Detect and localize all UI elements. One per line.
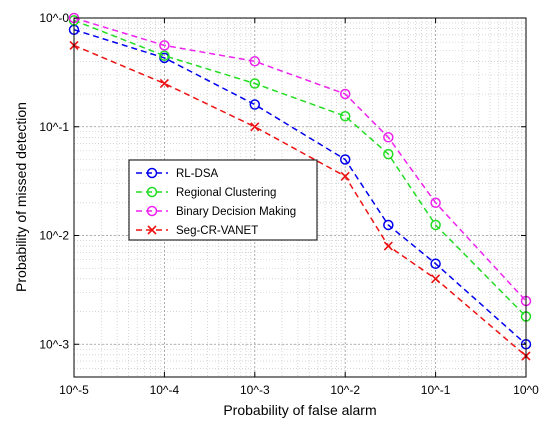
- data-point-seg-cr-vanet: [431, 274, 441, 284]
- marker-stroke: [431, 274, 441, 284]
- data-point-seg-cr-vanet: [250, 122, 260, 132]
- marker-stroke: [147, 225, 157, 235]
- data-point-seg-cr-vanet: [159, 78, 169, 89]
- data-point-binary-decision-making: [430, 197, 441, 209]
- x-tick-label: 10^-4: [150, 383, 180, 397]
- marker-stroke: [250, 122, 260, 132]
- data-point-rl-dsa: [383, 219, 394, 231]
- legend-label-rl-dsa: RL-DSA: [176, 168, 219, 180]
- tick-layer: 10^-5 10^-4 10^-3 10^-2 10^-1 10^0 10^-3 10^-2 1…: [39, 11, 539, 397]
- legend: RL-DSA Regional Clustering Binary Decision…: [128, 159, 318, 241]
- legend-marker-binary-decision-making: [146, 205, 158, 217]
- legend-label-binary-decision-making: Binary Decision Making: [176, 206, 296, 218]
- data-point-rl-dsa: [249, 99, 261, 110]
- x-tick-label: 10^-2: [330, 383, 360, 397]
- x-tick-label: 10^-3: [240, 383, 270, 397]
- series-line-binary-decision-making: [73, 17, 527, 302]
- marker-stroke: [383, 241, 393, 251]
- y-tick-label: 10^-0: [39, 11, 69, 25]
- y-axis-label: Probability of missed detection: [13, 102, 29, 292]
- plot-frame: [73, 17, 527, 378]
- data-point-binary-decision-making: [383, 132, 394, 143]
- data-point-seg-cr-vanet: [383, 241, 393, 251]
- y-tick-label: 10^-1: [39, 120, 69, 134]
- series-line-regional-clustering: [73, 19, 527, 318]
- x-tick-label: 10^0: [513, 383, 539, 397]
- y-tick-label: 10^-3: [39, 337, 69, 351]
- legend-label-regional-clustering: Regional Clustering: [176, 187, 276, 199]
- legend-marker-rl-dsa: [146, 167, 158, 179]
- y-tick-label: 10^-2: [39, 229, 69, 243]
- data-point-regional-clustering: [249, 78, 261, 89]
- data-point-rl-dsa: [339, 154, 351, 165]
- series-layer: [68, 12, 532, 361]
- legend-marker-regional-clustering: [146, 186, 158, 198]
- data-point-regional-clustering: [383, 148, 394, 160]
- x-tick-label: 10^-5: [59, 383, 89, 397]
- data-point-binary-decision-making: [159, 40, 170, 51]
- data-point-regional-clustering: [159, 50, 170, 61]
- marker-stroke: [159, 78, 169, 89]
- x-tick-label: 10^-1: [421, 383, 451, 397]
- legend-marker-seg-cr-vanet: [147, 225, 157, 235]
- data-point-binary-decision-making: [339, 88, 351, 100]
- data-point-rl-dsa: [430, 258, 441, 269]
- data-point-seg-cr-vanet: [340, 171, 350, 181]
- x-axis-label: Probability of false alarm: [223, 402, 376, 418]
- data-point-regional-clustering: [339, 110, 351, 122]
- data-point-binary-decision-making: [249, 56, 261, 67]
- marker-stroke: [340, 171, 350, 181]
- legend-label-seg-cr-vanet: Seg-CR-VANET: [176, 225, 258, 237]
- series-line-rl-dsa: [73, 28, 527, 345]
- data-point-regional-clustering: [430, 219, 441, 231]
